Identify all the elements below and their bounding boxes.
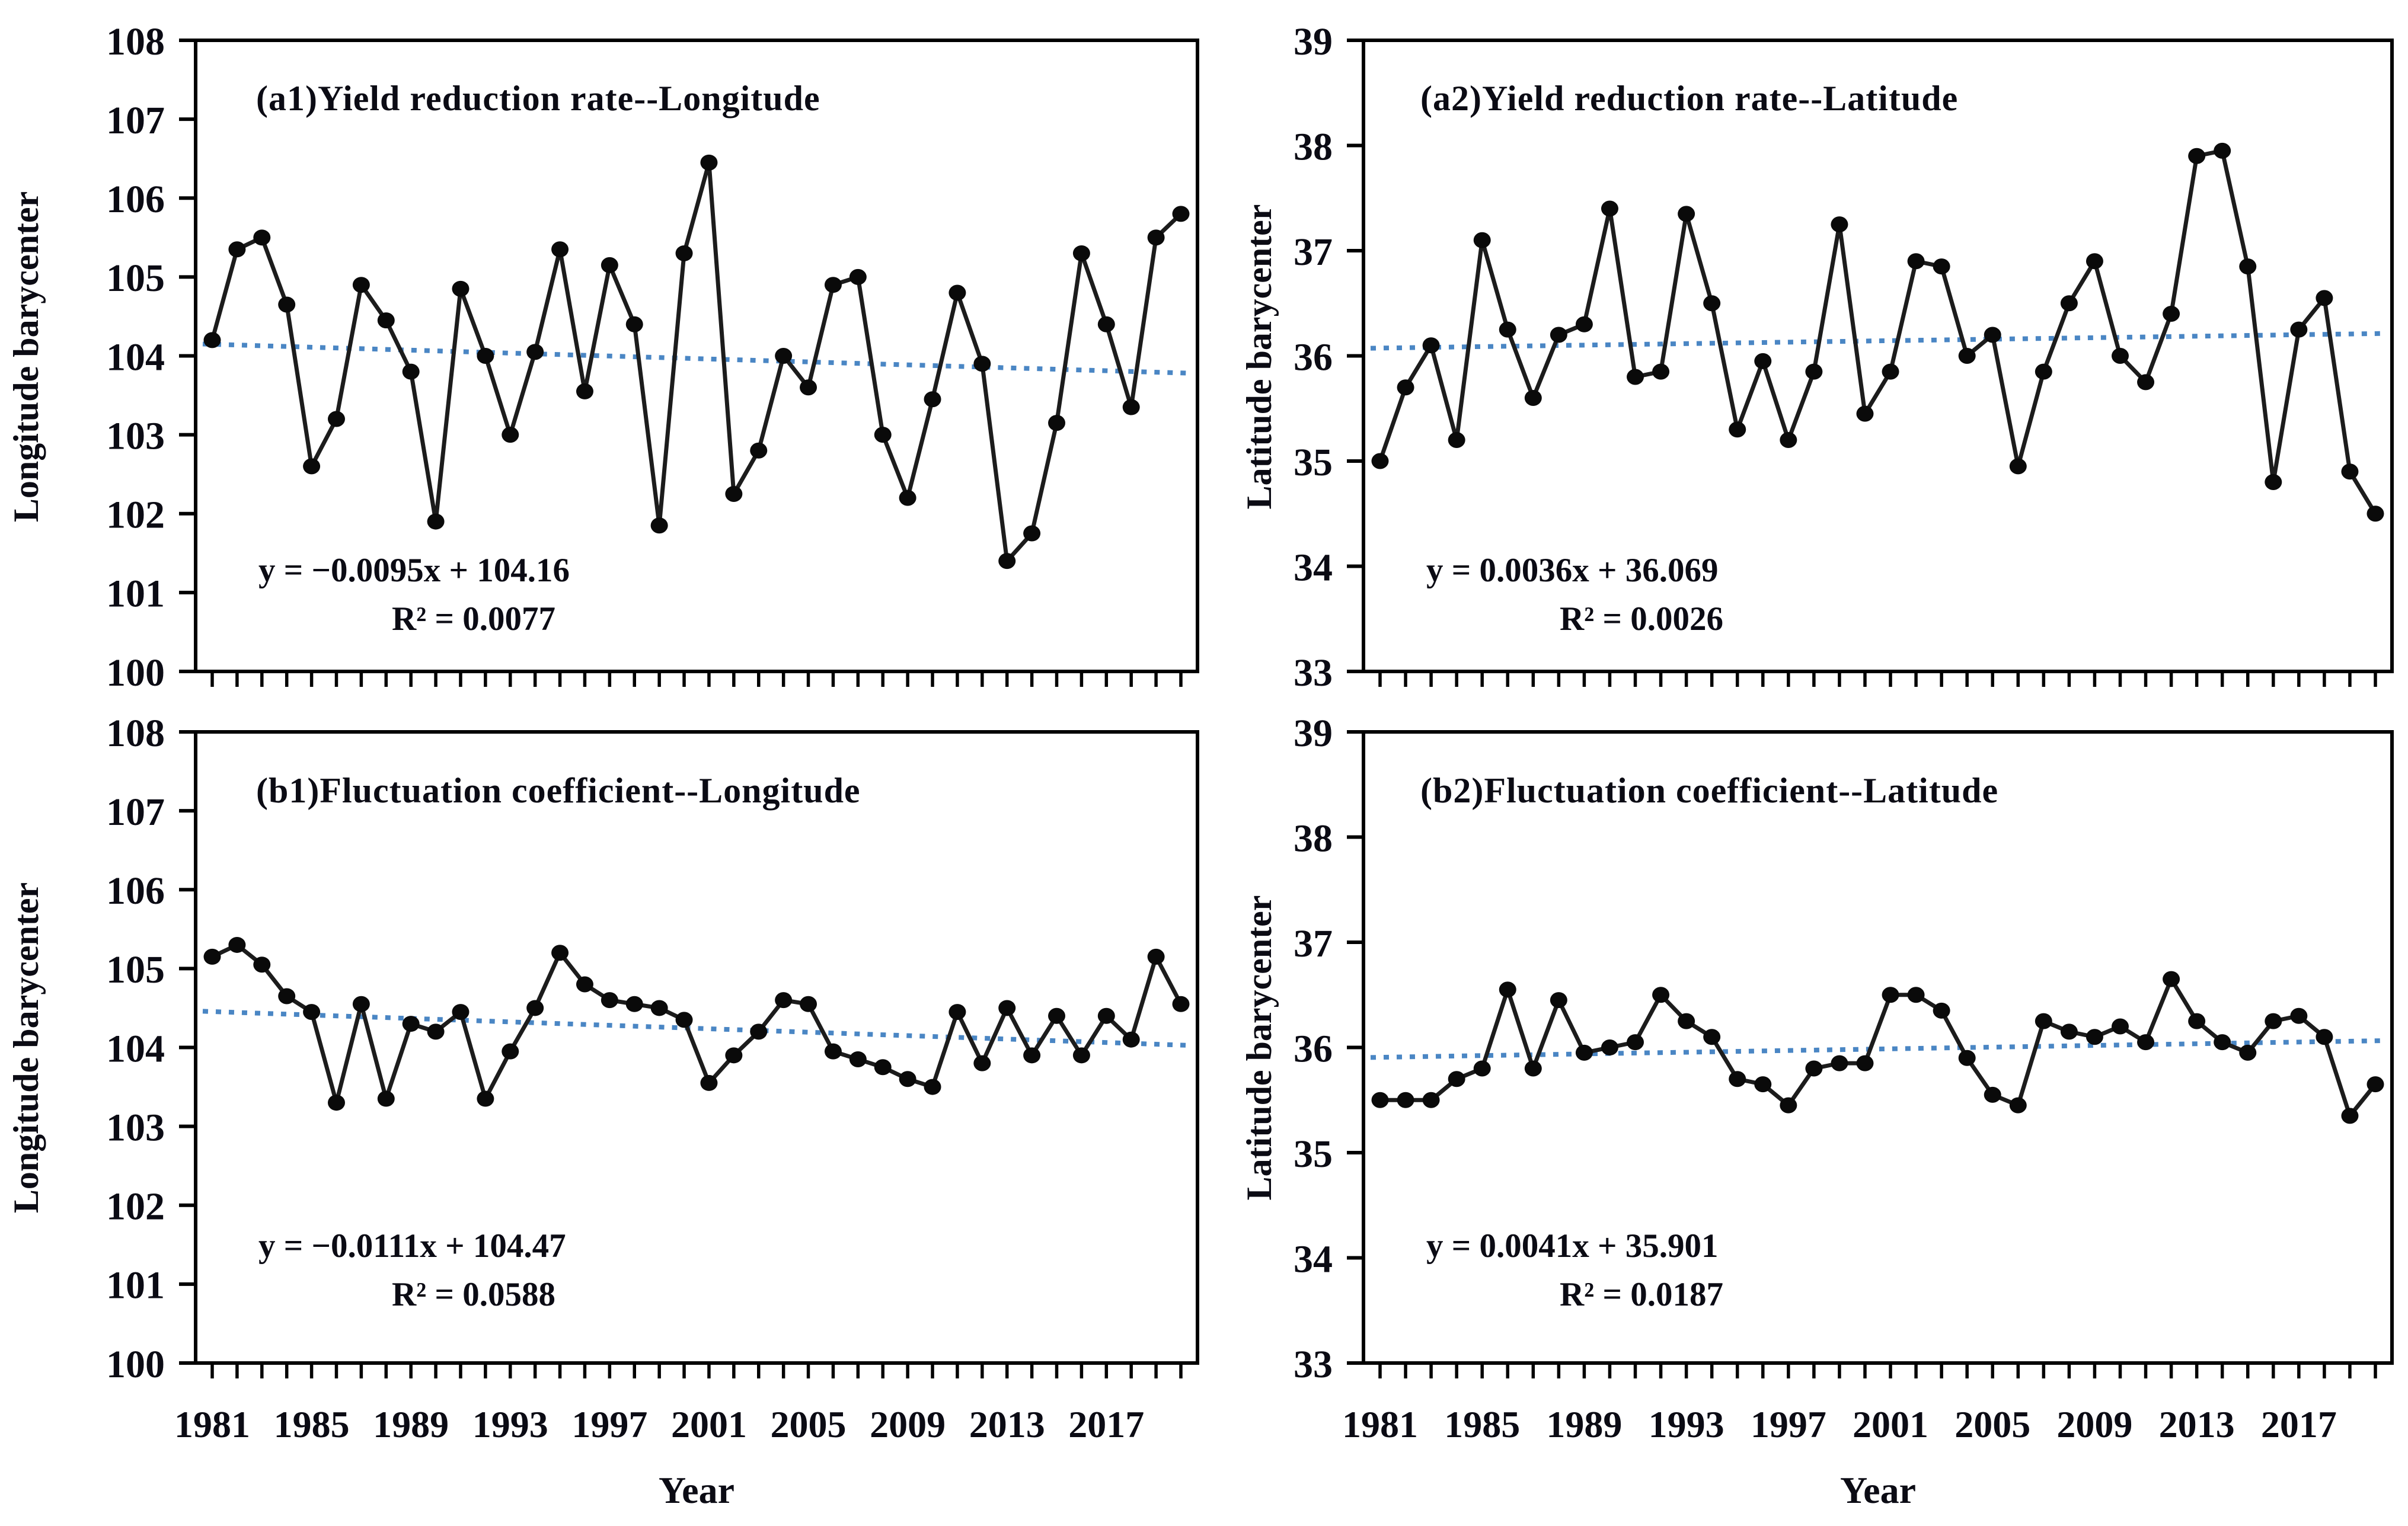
svg-text:1981: 1981 — [1342, 1403, 1418, 1445]
svg-text:2013: 2013 — [2159, 1403, 2235, 1445]
svg-text:1985: 1985 — [1444, 1403, 1520, 1445]
equation-b1: y = −0.0111x + 104.47 R² = 0.0588 — [258, 1222, 566, 1319]
svg-text:2017: 2017 — [1068, 1403, 1144, 1445]
svg-text:38: 38 — [1294, 125, 1333, 168]
y-axis-title-b2: Latitude barycenter — [1240, 895, 1279, 1201]
r-squared-line: R² = 0.0588 — [392, 1276, 555, 1313]
svg-text:100: 100 — [106, 1343, 165, 1386]
svg-text:1989: 1989 — [373, 1403, 449, 1445]
equation-a2: y = 0.0036x + 36.069 R² = 0.0026 — [1426, 546, 1723, 644]
y-axis-title-a2: Latitude barycenter — [1240, 204, 1279, 510]
equation-line: y = 0.0036x + 36.069 — [1426, 552, 1719, 589]
chart-a2: 39 38 37 36 35 34 33 — [1294, 20, 2394, 695]
svg-text:105: 105 — [106, 257, 165, 300]
svg-text:33: 33 — [1294, 651, 1333, 695]
svg-text:35: 35 — [1294, 1132, 1333, 1176]
svg-text:39: 39 — [1294, 20, 1333, 63]
equation-line: y = −0.0111x + 104.47 — [258, 1227, 566, 1265]
svg-text:35: 35 — [1294, 441, 1333, 484]
svg-text:102: 102 — [106, 494, 165, 537]
panel-title-b2: (b2)Fluctuation coefficient--Latitude — [1420, 771, 1999, 810]
panel-title-a1: (a1)Yield reduction rate--Longitude — [256, 79, 820, 118]
y-axis-title-b1: Longitude barycenter — [7, 882, 46, 1214]
svg-text:101: 101 — [106, 572, 165, 616]
svg-text:33: 33 — [1294, 1343, 1333, 1386]
svg-text:34: 34 — [1294, 546, 1333, 589]
y-axis-title-a1: Longitude barycenter — [7, 191, 46, 523]
svg-text:37: 37 — [1294, 231, 1333, 274]
svg-text:1993: 1993 — [472, 1403, 548, 1445]
svg-text:1985: 1985 — [274, 1403, 350, 1445]
svg-text:106: 106 — [106, 869, 165, 913]
r-squared-line: R² = 0.0026 — [1560, 600, 1723, 638]
svg-text:108: 108 — [106, 20, 165, 63]
x-axis-title-right: Year — [1840, 1469, 1916, 1511]
svg-text:1993: 1993 — [1649, 1403, 1724, 1445]
equation-line: y = 0.0041x + 35.901 — [1426, 1227, 1719, 1265]
svg-text:2017: 2017 — [2261, 1403, 2337, 1445]
equation-line: y = −0.0095x + 104.16 — [258, 552, 570, 589]
equation-b2: y = 0.0041x + 35.901 R² = 0.0187 — [1426, 1222, 1723, 1319]
svg-text:2005: 2005 — [771, 1403, 847, 1445]
chart-a1: 108 107 106 105 104 103 102 101 100 — [106, 20, 1199, 695]
svg-text:2001: 2001 — [1853, 1403, 1928, 1445]
r-squared-line: R² = 0.0187 — [1560, 1276, 1723, 1313]
svg-text:2005: 2005 — [1954, 1403, 2030, 1445]
svg-text:108: 108 — [106, 712, 165, 755]
svg-text:1981: 1981 — [174, 1403, 250, 1445]
panel-title-b1: (b1)Fluctuation coefficient--Longitude — [256, 771, 861, 810]
svg-text:100: 100 — [106, 651, 165, 695]
svg-text:36: 36 — [1294, 335, 1333, 379]
svg-text:1989: 1989 — [1546, 1403, 1622, 1445]
equation-a1: y = −0.0095x + 104.16 R² = 0.0077 — [258, 546, 570, 644]
svg-text:107: 107 — [106, 99, 165, 142]
svg-text:101: 101 — [106, 1264, 165, 1307]
svg-text:104: 104 — [106, 335, 165, 379]
svg-text:103: 103 — [106, 1106, 165, 1149]
svg-text:34: 34 — [1294, 1237, 1333, 1281]
svg-text:2009: 2009 — [2056, 1403, 2132, 1445]
svg-text:1997: 1997 — [1751, 1403, 1826, 1445]
svg-text:104: 104 — [106, 1027, 165, 1070]
svg-text:102: 102 — [106, 1185, 165, 1229]
svg-text:106: 106 — [106, 178, 165, 221]
x-axis-title-left: Year — [659, 1469, 734, 1511]
svg-text:1997: 1997 — [571, 1403, 647, 1445]
svg-text:2013: 2013 — [969, 1403, 1045, 1445]
svg-text:105: 105 — [106, 948, 165, 991]
svg-text:38: 38 — [1294, 817, 1333, 860]
svg-text:107: 107 — [106, 791, 165, 834]
svg-text:36: 36 — [1294, 1027, 1333, 1070]
r-squared-line: R² = 0.0077 — [392, 600, 555, 638]
svg-text:39: 39 — [1294, 712, 1333, 755]
svg-text:103: 103 — [106, 414, 165, 458]
svg-text:2001: 2001 — [671, 1403, 747, 1445]
svg-text:2009: 2009 — [870, 1403, 946, 1445]
panel-title-a2: (a2)Yield reduction rate--Latitude — [1420, 79, 1959, 118]
svg-text:37: 37 — [1294, 922, 1333, 965]
